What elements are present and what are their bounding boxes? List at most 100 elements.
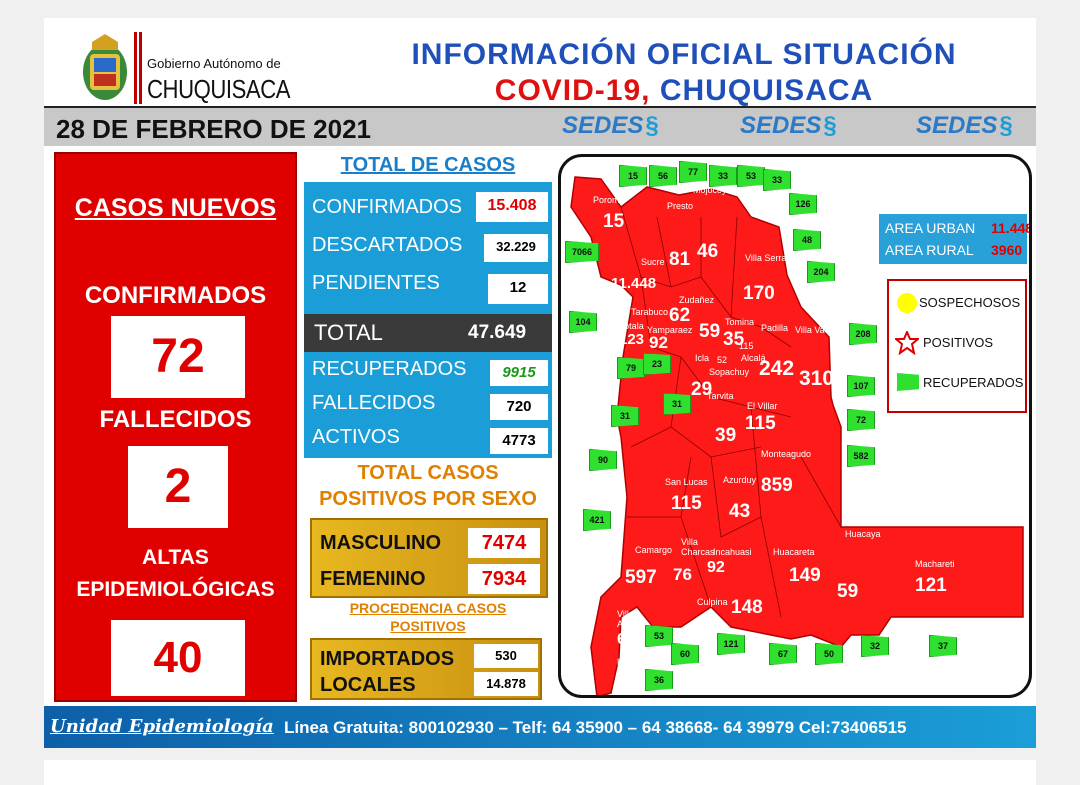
female-value: 7934 [468, 564, 540, 594]
suspect-dot-icon [897, 293, 917, 313]
local-value: 14.878 [474, 672, 538, 696]
legend-recovered: RECUPERADOS [923, 375, 1024, 390]
muni-name: Villa Charcas [681, 537, 715, 557]
deaths-label: FALLECIDOS [312, 392, 436, 414]
muni-name: Las Carreras [617, 657, 653, 677]
muni-value: 43 [729, 501, 751, 522]
muni-name: Villa Vaca Guzmán [795, 325, 871, 335]
recovered-flag-icon [897, 373, 919, 391]
report-date: 28 DE FEBRERO DE 2021 [56, 114, 372, 144]
date-bar: 28 DE FEBRERO DE 2021 SEDES SEDES SEDES [44, 106, 1036, 146]
recovered-flag: 104 [569, 311, 597, 333]
muni-value: 39 [715, 425, 737, 446]
muni-name: Incahuasi [713, 547, 752, 557]
bottom-strip [44, 760, 1036, 785]
rural-label: AREA RURAL [885, 242, 974, 258]
recovered-flag: 48 [793, 229, 821, 251]
confirmed-label: CONFIRMADOS [312, 196, 462, 218]
recovered-flag: 15 [619, 165, 647, 187]
title-covid: COVID-19, [494, 74, 651, 107]
recovered-label: RECUPERADOS [312, 358, 467, 380]
muni-value: 149 [789, 565, 821, 586]
active-label: ACTIVOS [312, 426, 400, 448]
muni-name: Poroma [593, 195, 625, 205]
origin-heading-2: POSITIVOS [390, 618, 466, 634]
muni-name: El Villar [747, 401, 778, 411]
local-label: LOCALES [320, 674, 416, 696]
recovered-flag: 79 [617, 357, 645, 379]
muni-name: Tarvita [707, 391, 734, 401]
coat-of-arms-icon [83, 34, 127, 100]
muni-value: 15 [603, 211, 625, 232]
discharges-label-2: EPIDEMIOLÓGICAS [76, 578, 275, 601]
title-region: CHUQUISACA [650, 74, 874, 107]
muni-name: Azurduy [723, 475, 757, 485]
recovered-flag: 208 [849, 323, 877, 345]
muni-name-value: 115 [739, 341, 754, 351]
muni-value: 29 [691, 379, 713, 400]
recovered-flag: 582 [847, 445, 875, 467]
recovered-flag: 31 [611, 405, 639, 427]
sedes-logo: SEDES [740, 112, 837, 140]
muni-value: 92 [649, 333, 668, 352]
muni-name: Camargo [635, 545, 673, 555]
sedes-logo: SEDES [916, 112, 1013, 140]
muni-name: Icla [695, 353, 710, 363]
recovered-flag: 7066 [565, 241, 599, 263]
chuquisaca-map: Poroma 15 Sucre 81 Presto Mojocoya 46 Vi… [558, 154, 1032, 698]
recovered-flag: 53 [645, 625, 673, 647]
muni-value: 11.448 [611, 275, 657, 292]
recovered-value: 9915 [490, 360, 548, 386]
muni-name: Sopachuy [709, 367, 750, 377]
muni-name: Sucre [641, 257, 665, 267]
main-title: INFORMACIÓN OFICIAL SITUACIÓN [411, 38, 957, 71]
gov-line-1: Gobierno Autónomo de [147, 56, 281, 71]
muni-name: Villa Serrano [745, 253, 797, 263]
footer-bar: Unidad Epidemiología Línea Gratuita: 800… [44, 706, 1036, 748]
muni-value: 115 [671, 493, 702, 514]
urban-value: 11.448 [991, 220, 1032, 236]
recovered-flag: 90 [589, 449, 617, 471]
muni-name: Tomina [725, 317, 755, 327]
muni-value: 62 [669, 305, 691, 326]
muni-name-value: 52 [717, 355, 728, 365]
muni-name: Culpina [697, 597, 728, 607]
muni-value: 59 [699, 321, 721, 342]
infographic-card: Gobierno Autónomo de CHUQUISACA INFORMAC… [44, 18, 1036, 748]
muni-value: 121 [915, 575, 947, 596]
muni-value: 76 [673, 565, 692, 584]
legend-positives: POSITIVOS [923, 335, 994, 350]
muni-value: 92 [707, 559, 725, 576]
female-label: FEMENINO [320, 568, 426, 590]
recovered-flag: 67 [769, 643, 797, 665]
new-cases-heading: CASOS NUEVOS [74, 194, 277, 222]
recovered-flag: 23 [643, 353, 671, 375]
footer-unit: Unidad Epidemiología [50, 716, 274, 737]
muni-name: Alcalá [741, 353, 766, 363]
muni-name: Monteagudo [761, 449, 812, 459]
recovered-flag: 126 [789, 193, 817, 215]
new-cases-panel: CASOS NUEVOS CONFIRMADOS 72 FALLECIDOS 2… [54, 152, 297, 702]
recovered-flag: 33 [709, 165, 737, 187]
discarded-value: 32.229 [484, 234, 548, 262]
muni-name: San Lucas [665, 477, 708, 487]
total-value: 47.649 [468, 322, 527, 343]
recovered-flag: 56 [649, 165, 677, 187]
muni-name: Tarabuco [631, 307, 669, 317]
sex-heading-1: TOTAL CASOS [357, 462, 499, 484]
new-deaths-label: FALLECIDOS [99, 406, 252, 433]
recovered-flag: 50 [815, 643, 843, 665]
new-confirmed-value: 72 [111, 316, 245, 398]
muni-name: Padilla [761, 323, 789, 333]
legend-suspects: SOSPECHOSOS [919, 295, 1021, 310]
origin-heading-1: PROCEDENCIA CASOS [349, 600, 507, 616]
discharges-value: 40 [111, 620, 245, 696]
confirmed-value: 15.408 [476, 192, 548, 222]
rural-value: 3960 [991, 242, 1023, 258]
recovered-flag: 121 [717, 633, 745, 655]
logo-flag-bars [134, 32, 142, 104]
muni-value: 81 [669, 249, 691, 270]
total-box: TOTAL 47.649 [304, 314, 552, 352]
muni-name: Zudañez [679, 295, 715, 305]
recovered-flag: 72 [847, 409, 875, 431]
